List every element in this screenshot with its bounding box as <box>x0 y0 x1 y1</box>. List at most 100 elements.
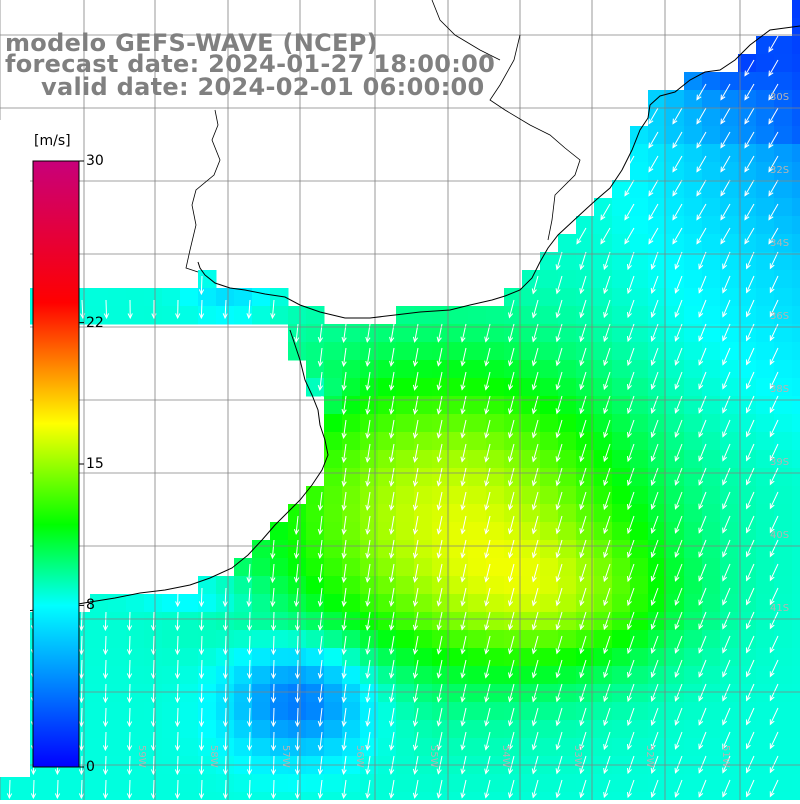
wind-cell <box>270 720 289 739</box>
wind-cell <box>414 792 433 800</box>
wind-cell <box>270 702 289 721</box>
wind-cell <box>54 702 73 721</box>
wind-cell <box>540 450 559 469</box>
wind-cell <box>324 666 343 685</box>
wind-cell <box>594 720 613 739</box>
wind-cell <box>630 378 649 397</box>
wind-cell <box>594 432 613 451</box>
wind-cell <box>36 738 55 757</box>
wind-cell <box>522 504 541 523</box>
wind-cell <box>630 234 649 253</box>
wind-cell <box>468 738 487 757</box>
wind-cell <box>612 270 631 289</box>
wind-cell <box>594 792 613 800</box>
wind-cell <box>522 378 541 397</box>
wind-cell <box>720 72 739 91</box>
wind-cell <box>702 144 721 163</box>
wind-cell <box>468 702 487 721</box>
wind-cell <box>414 342 433 361</box>
wind-cell <box>108 666 127 685</box>
wind-cell <box>648 126 667 145</box>
wind-cell <box>792 576 800 595</box>
wind-cell <box>540 684 559 703</box>
wind-cell <box>36 702 55 721</box>
wind-cell <box>792 432 800 451</box>
wind-cell <box>756 216 775 235</box>
wind-cell <box>396 378 415 397</box>
wind-cell <box>738 90 757 109</box>
wind-cell <box>468 414 487 433</box>
wind-cell <box>36 720 55 739</box>
wind-cell <box>198 720 217 739</box>
wind-cell <box>702 522 721 541</box>
wind-cell <box>126 594 145 613</box>
wind-cell <box>756 126 775 145</box>
wind-cell <box>414 684 433 703</box>
wind-cell <box>720 234 739 253</box>
wind-cell <box>396 684 415 703</box>
longitude-label: 60W <box>64 745 75 768</box>
wind-cell <box>414 396 433 415</box>
wind-cell <box>378 738 397 757</box>
wind-cell <box>540 540 559 559</box>
wind-cell <box>666 108 685 127</box>
wind-cell <box>468 540 487 559</box>
wind-cell <box>468 396 487 415</box>
wind-cell <box>468 666 487 685</box>
wind-cell <box>738 630 757 649</box>
wind-cell <box>414 702 433 721</box>
wind-cell <box>792 54 800 73</box>
wind-cell <box>540 306 559 325</box>
wind-cell <box>468 522 487 541</box>
wind-cell <box>666 162 685 181</box>
wind-cell <box>54 288 73 307</box>
wind-cell <box>738 72 757 91</box>
wind-cell <box>252 612 271 631</box>
wind-cell <box>342 432 361 451</box>
wind-cell <box>180 666 199 685</box>
wind-cell <box>0 288 19 307</box>
wind-cell <box>540 486 559 505</box>
wind-cell <box>774 216 793 235</box>
wind-cell <box>792 774 800 793</box>
wind-cell <box>594 414 613 433</box>
wind-cell <box>738 702 757 721</box>
wind-cell <box>558 594 577 613</box>
wind-cell <box>216 576 235 595</box>
wind-cell <box>792 648 800 667</box>
wind-cell <box>324 486 343 505</box>
wind-cell <box>450 504 469 523</box>
wind-cell <box>252 576 271 595</box>
wind-cell <box>396 738 415 757</box>
wind-cell <box>648 792 667 800</box>
wind-cell <box>468 432 487 451</box>
wind-cell <box>756 54 775 73</box>
wind-cell <box>630 450 649 469</box>
wind-cell <box>594 612 613 631</box>
wind-cell <box>450 594 469 613</box>
wind-cell <box>198 702 217 721</box>
wind-cell <box>540 468 559 487</box>
wind-cell <box>144 288 163 307</box>
wind-cell <box>216 288 235 307</box>
wind-cell <box>792 684 800 703</box>
wind-cell <box>450 648 469 667</box>
latitude-label: 30S <box>770 92 789 103</box>
wind-cell <box>450 306 469 325</box>
wind-cell <box>594 774 613 793</box>
wind-cell <box>468 342 487 361</box>
wind-cell <box>738 234 757 253</box>
wind-cell <box>468 450 487 469</box>
wind-cell <box>522 774 541 793</box>
wind-cell <box>666 774 685 793</box>
wind-cell <box>594 270 613 289</box>
wind-cell <box>738 108 757 127</box>
wind-cell <box>198 666 217 685</box>
wind-cell <box>756 180 775 199</box>
wind-cell <box>270 774 289 793</box>
wind-cell <box>396 612 415 631</box>
wind-cell <box>252 774 271 793</box>
wind-cell <box>756 414 775 433</box>
wind-cell <box>324 594 343 613</box>
wind-cell <box>558 378 577 397</box>
